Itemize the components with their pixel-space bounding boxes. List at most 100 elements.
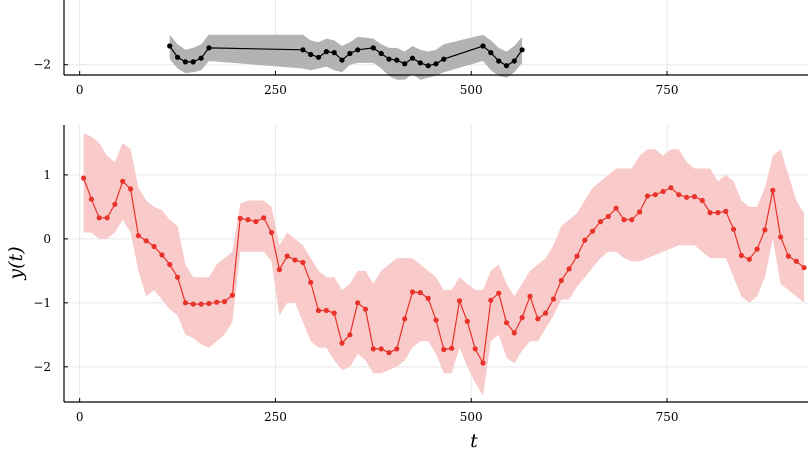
data-point [284,253,290,259]
data-point [691,194,698,200]
x-tick-label: 0 [76,83,84,97]
data-point [253,219,259,225]
data-point [715,210,721,216]
data-point [402,61,408,67]
data-point [519,315,525,321]
data-point [214,299,220,305]
data-point [433,61,439,67]
data-point [81,175,87,181]
bottom-plot-panel: 0 250 500 750 1 0 −1 −2 t y(t) [5,125,808,452]
data-point [182,59,188,65]
data-point [190,301,196,307]
data-point [597,219,604,225]
data-point [699,197,705,204]
data-point [229,292,235,298]
data-point [676,192,682,198]
x-tick-label: 750 [656,410,679,424]
data-point [339,57,345,63]
uncertainty-band [83,133,805,396]
data-point [182,300,188,306]
data-point [370,346,376,352]
data-point [96,215,102,221]
data-point [425,63,431,69]
data-point [558,277,564,284]
data-point [167,43,173,49]
data-point [300,259,306,266]
data-point [488,50,494,56]
data-point [300,47,306,53]
data-point [151,243,157,250]
data-point [731,226,737,232]
data-point [762,227,768,233]
data-point [104,215,110,221]
data-point [331,50,337,56]
data-point [433,317,439,323]
data-point [660,188,666,195]
data-point [315,307,322,314]
data-point [652,192,658,198]
data-point [605,213,611,220]
data-point [566,266,572,272]
data-point [637,209,643,215]
data-point [738,252,745,259]
data-point [378,346,384,352]
data-point [175,274,181,280]
data-point [159,252,165,258]
x-tick-label: 250 [264,83,287,97]
data-point [355,300,361,306]
data-point [801,265,807,271]
data-point [128,186,134,192]
data-point [276,267,282,273]
y-tick-label: −2 [33,58,51,72]
data-point [785,253,792,259]
data-point [496,290,502,296]
top-plot-panel: 0 250 500 750 −2 [33,0,808,97]
data-point [355,47,361,53]
y-tick-label: 0 [43,232,51,246]
data-point [402,316,408,322]
data-point [206,45,212,51]
data-point [527,293,533,299]
data-point [347,332,353,338]
data-point [323,307,329,314]
data-point [331,310,337,316]
data-point [237,215,243,221]
data-point [292,257,298,263]
data-point [347,50,353,57]
data-point [175,54,181,60]
data-point [167,261,173,268]
data-point [464,318,470,324]
data-point [582,237,588,243]
data-point [308,51,314,58]
data-point [417,290,423,296]
data-point [112,201,118,207]
data-point [315,54,322,60]
data-point [206,300,212,307]
data-point [456,298,463,304]
data-point [394,57,400,63]
data-point [323,49,329,55]
data-point [198,55,204,61]
x-axis-title: t [470,430,478,452]
data-point [378,50,384,57]
data-point [394,346,400,352]
data-point [480,360,486,366]
data-point [668,185,674,191]
data-point [550,296,557,302]
x-tick-label: 500 [460,410,483,424]
data-point [441,56,447,62]
data-point [770,187,776,193]
data-point [613,205,619,211]
data-point [425,295,431,301]
data-point [511,58,517,64]
x-tick-label: 750 [656,83,679,97]
data-point [143,238,149,244]
data-point [723,208,729,214]
data-point [543,310,549,316]
data-point [245,217,251,223]
data-point [386,56,392,62]
data-point [503,320,510,326]
y-axis-title: y(t) [5,246,27,280]
data-point [417,60,423,66]
data-point [519,47,525,53]
